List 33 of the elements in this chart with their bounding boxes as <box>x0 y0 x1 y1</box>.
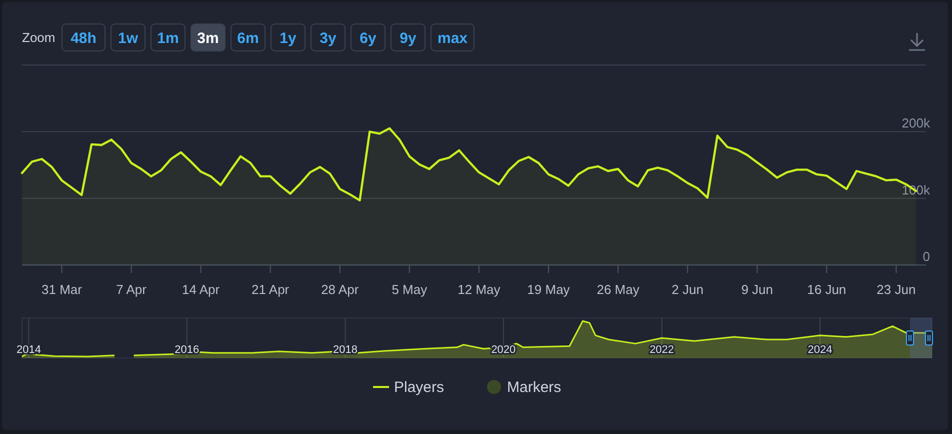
text: 48h <box>70 30 96 47</box>
text: max <box>437 30 468 47</box>
text: 6m <box>237 30 259 47</box>
legend-label: Players <box>394 379 444 396</box>
x-tick-label: 21 Apr <box>252 282 290 297</box>
x-tick-label: 12 May <box>458 282 501 297</box>
x-tick-label: 23 Jun <box>876 282 916 297</box>
x-tick-label: 14 Apr <box>182 282 220 297</box>
x-tick-label: 2020 <box>491 344 516 356</box>
x-tick-label: 26 May <box>596 282 640 297</box>
x-tick-label: 28 Apr <box>321 282 360 297</box>
text: 6y <box>360 30 377 47</box>
text: 1w <box>118 30 138 47</box>
x-tick-label: 2 Jun <box>672 282 704 297</box>
y-tick-label: 0 <box>922 249 930 264</box>
text: 1m <box>157 30 179 47</box>
x-tick-label: 7 Apr <box>116 282 148 297</box>
x-tick-label: 2014 <box>16 344 41 356</box>
x-tick-label: 2024 <box>808 344 832 356</box>
x-tick-label: 19 May <box>527 282 570 297</box>
text: 3m <box>197 30 219 47</box>
text: 9y <box>400 30 417 47</box>
x-tick-label: 2022 <box>650 344 674 356</box>
text: Zoom <box>22 30 56 45</box>
x-tick-label: 16 Jun <box>807 282 846 297</box>
x-tick-label: 31 Mar <box>42 282 83 297</box>
x-tick-label: 5 May <box>392 282 428 297</box>
text: 1y <box>280 30 297 47</box>
y-tick-label: 100k <box>902 182 930 198</box>
legend-label: Markers <box>507 379 562 396</box>
x-tick-label: 9 Jun <box>741 282 774 297</box>
y-tick-label: 200k <box>902 116 930 131</box>
text: 3y <box>320 30 337 47</box>
